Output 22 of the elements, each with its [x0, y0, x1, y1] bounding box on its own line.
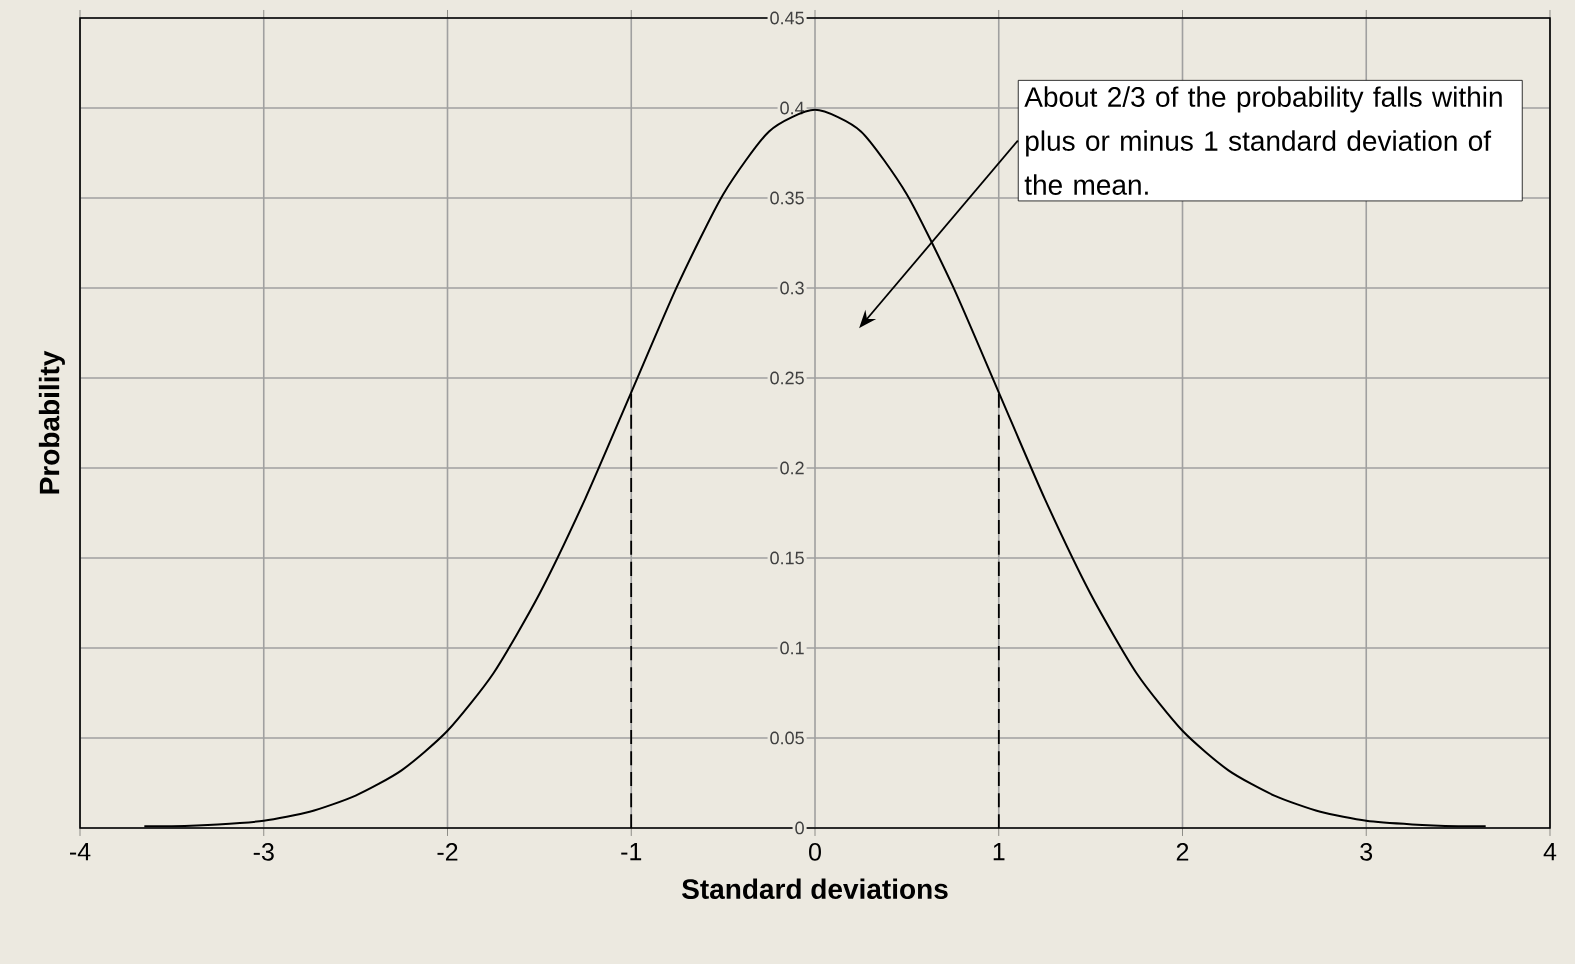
x-tick-label: -3	[253, 843, 274, 861]
x-tick-label: 3	[1360, 843, 1373, 861]
x-tick-label: 1	[993, 843, 1005, 861]
annotation: About 2/3 of the probability falls within plus or minus 1 standard deviation of the mean.	[1024, 86, 1502, 195]
x-tick-label: 2	[1176, 843, 1189, 861]
x-tick-label: -2	[437, 843, 458, 861]
y-tick-label: 0.2	[780, 461, 804, 475]
x-tick-label: -1	[621, 843, 642, 861]
y-axis-title: Probability	[38, 350, 65, 494]
x-axis-title: Standard deviations	[682, 878, 948, 900]
y-tick-label: 0.25	[770, 371, 804, 385]
y-tick-label: 0.35	[770, 191, 804, 205]
y-tick-label: 0.15	[770, 551, 804, 565]
y-tick-label: 0.1	[780, 641, 804, 655]
y-tick-label: 0	[795, 821, 804, 835]
y-tick-label: 0.05	[770, 731, 804, 745]
x-tick-label: 4	[1543, 843, 1557, 861]
x-tick-label: -4	[69, 843, 91, 861]
x-tick-label: 0	[809, 843, 821, 861]
y-tick-label: 0.45	[770, 11, 804, 25]
y-tick-label: 0.3	[780, 281, 804, 295]
y-tick-label: 0.4	[780, 101, 805, 115]
